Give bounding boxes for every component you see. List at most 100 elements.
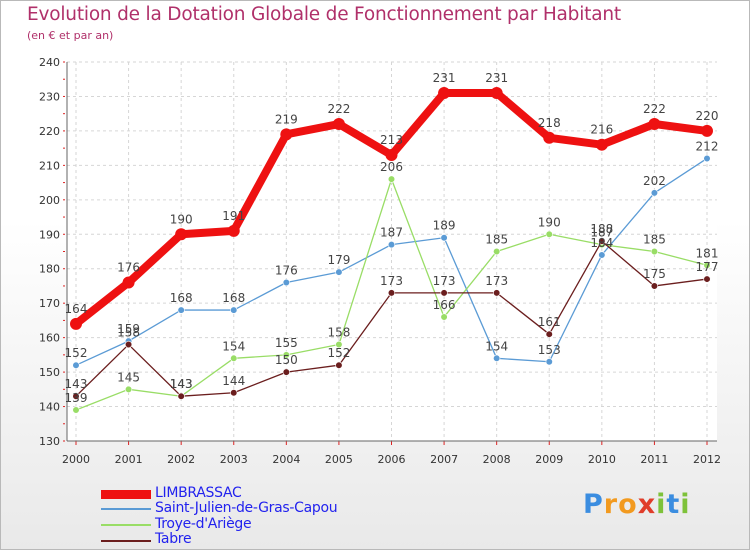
data-point — [230, 354, 238, 362]
data-point — [387, 289, 396, 297]
data-label: 144 — [222, 374, 245, 388]
legend-swatch-tabre — [101, 540, 151, 542]
data-point — [598, 251, 606, 259]
data-label: 220 — [696, 109, 719, 123]
data-label: 176 — [117, 261, 140, 275]
data-point — [493, 289, 501, 297]
data-label: 158 — [327, 326, 350, 340]
data-point — [332, 118, 345, 131]
data-point — [387, 175, 396, 183]
data-label: 153 — [538, 343, 561, 357]
legend-label-tabre: Tabre — [155, 531, 192, 547]
data-label: 218 — [538, 116, 561, 130]
data-label: 143 — [170, 377, 193, 391]
y-tick-label: 180 — [39, 263, 60, 276]
y-tick-label: 160 — [39, 332, 60, 345]
legend-swatch-limbrassac — [101, 490, 151, 499]
x-tick-label: 2001 — [115, 453, 143, 466]
x-tick-label: 2006 — [378, 453, 406, 466]
y-tick-label: 200 — [39, 194, 60, 207]
data-point — [650, 247, 659, 256]
x-tick-label: 2008 — [483, 453, 511, 466]
proxiti-logo: Proxiti — [583, 489, 691, 520]
data-point — [70, 317, 82, 330]
data-point — [124, 340, 133, 349]
x-tick-label: 2011 — [640, 453, 668, 466]
logo-letter: r — [603, 489, 619, 520]
data-point — [440, 313, 448, 321]
data-point — [648, 118, 661, 131]
y-tick-label: 240 — [39, 56, 60, 69]
data-label: 154 — [222, 339, 245, 353]
chart-subtitle: (en € et par an) — [27, 29, 114, 42]
data-point — [335, 361, 343, 369]
x-tick-label: 2003 — [220, 453, 248, 466]
data-point — [650, 282, 659, 290]
data-point — [440, 234, 448, 242]
data-label: 185 — [643, 233, 666, 247]
data-point — [227, 224, 240, 237]
x-tick-label: 2000 — [62, 453, 90, 466]
legend-label-saint-julien: Saint-Julien-de-Gras-Capou — [155, 500, 338, 516]
data-label: 164 — [65, 302, 88, 316]
data-label: 152 — [327, 346, 350, 360]
x-tick-label: 2005 — [325, 453, 353, 466]
plot-area — [67, 62, 717, 441]
logo-letter: t — [666, 489, 681, 520]
data-point — [72, 361, 80, 369]
data-label: 222 — [327, 102, 350, 116]
data-point — [595, 138, 608, 151]
data-label: 154 — [485, 339, 508, 353]
data-label: 177 — [696, 260, 719, 274]
data-label: 216 — [590, 123, 613, 137]
data-label: 150 — [275, 353, 298, 367]
data-label: 181 — [696, 246, 719, 260]
data-label: 212 — [696, 139, 719, 153]
data-label: 139 — [65, 391, 88, 405]
data-point — [72, 392, 80, 400]
data-point — [175, 228, 188, 241]
legend-swatch-saint-julien — [101, 508, 151, 510]
data-label: 159 — [117, 322, 140, 336]
data-label: 143 — [170, 377, 193, 391]
data-point — [701, 124, 713, 137]
y-tick-label: 170 — [39, 297, 60, 310]
legend-label-limbrassac: LIMBRASSAC — [155, 485, 242, 501]
data-point — [177, 306, 185, 314]
logo-letter: P — [583, 489, 604, 520]
data-point — [282, 278, 290, 287]
x-tick-label: 2010 — [588, 453, 616, 466]
data-point — [230, 389, 238, 397]
data-label: 161 — [538, 315, 561, 329]
data-point — [545, 358, 553, 366]
data-point — [387, 241, 396, 249]
data-point — [598, 237, 606, 245]
data-label: 189 — [433, 219, 456, 233]
data-label: 173 — [485, 274, 508, 288]
y-tick-label: 130 — [39, 435, 60, 448]
y-tick-label: 230 — [39, 90, 60, 103]
data-label: 175 — [643, 267, 666, 281]
data-label: 184 — [590, 236, 613, 250]
data-label: 143 — [65, 377, 88, 391]
data-point — [650, 189, 659, 197]
data-label: 231 — [433, 71, 456, 85]
data-point — [438, 87, 451, 100]
legend-swatch-troye — [101, 524, 151, 526]
data-label: 155 — [275, 336, 298, 350]
data-point — [493, 354, 501, 362]
data-label: 168 — [170, 291, 193, 305]
y-tick-label: 190 — [39, 228, 60, 241]
data-label: 145 — [117, 370, 140, 384]
x-tick-label: 2002 — [167, 453, 195, 466]
data-label: 187 — [380, 226, 403, 240]
data-label: 187 — [590, 226, 613, 240]
data-label: 158 — [117, 326, 140, 340]
chart-title: Evolution de la Dotation Globale de Fonc… — [27, 4, 621, 25]
data-point — [703, 275, 711, 283]
data-label: 179 — [327, 253, 350, 267]
data-label: 185 — [485, 233, 508, 247]
logo-letter: x — [637, 489, 657, 520]
